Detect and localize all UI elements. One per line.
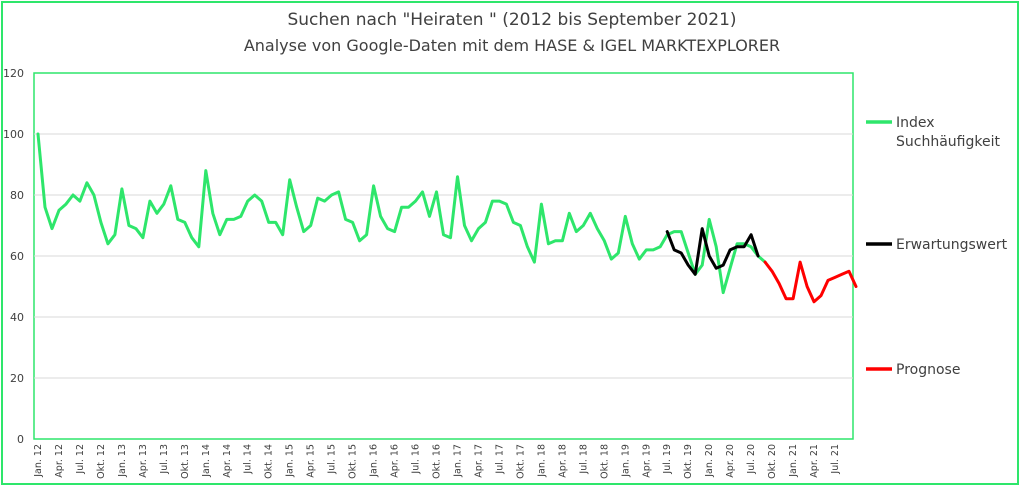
x-tick-label: Jan. 15 xyxy=(285,444,296,478)
x-tick-label: Okt. 19 xyxy=(683,444,694,479)
chart-title: Suchen nach "Heiraten " (2012 bis Septem… xyxy=(287,10,737,30)
gridlines xyxy=(34,133,853,379)
legend-label: Index Suchhäufigkeit xyxy=(896,115,1000,150)
x-tick-label: Okt. 15 xyxy=(348,444,359,479)
y-tick-label: 60 xyxy=(10,250,24,263)
x-tick-label: Apr. 18 xyxy=(557,444,568,478)
x-tick-label: Apr. 21 xyxy=(809,444,820,478)
x-tick-label: Jul. 18 xyxy=(578,444,589,475)
legend-label: Prognose xyxy=(896,362,960,378)
x-tick-label: Jul. 15 xyxy=(327,444,338,475)
x-tick-label: Jan. 16 xyxy=(369,444,380,478)
x-tick-label: Jul. 13 xyxy=(159,444,170,475)
series-lines xyxy=(36,132,858,304)
x-tick-label: Okt. 13 xyxy=(180,444,191,479)
x-tick-label: Jul. 16 xyxy=(411,444,422,475)
x-tick-label: Apr. 19 xyxy=(641,444,652,478)
x-tick-label: Okt. 20 xyxy=(767,444,778,479)
x-tick-label: Okt. 16 xyxy=(432,444,443,479)
x-tick-label: Okt. 17 xyxy=(515,444,526,479)
y-axis-ticks: 0 20 40 60 80 100 120 xyxy=(3,67,24,446)
y-tick-label: 100 xyxy=(3,128,24,141)
legend-label: Erwartungswert xyxy=(896,237,1008,253)
y-tick-label: 0 xyxy=(17,433,24,446)
y-tick-label: 80 xyxy=(10,189,24,202)
x-tick-label: Apr. 13 xyxy=(138,444,149,478)
chart-subtitle: Analyse von Google-Daten mit dem HASE & … xyxy=(243,36,781,55)
y-tick-label: 20 xyxy=(10,372,24,385)
series-line xyxy=(36,132,767,295)
y-tick-label: 120 xyxy=(3,67,24,80)
x-tick-label: Okt. 12 xyxy=(96,444,107,479)
x-tick-label: Apr. 14 xyxy=(222,444,233,478)
x-tick-label: Okt. 14 xyxy=(264,444,275,479)
x-tick-label: Apr. 16 xyxy=(390,444,401,478)
x-tick-label: Apr. 17 xyxy=(473,444,484,478)
x-tick-label: Jul. 17 xyxy=(494,444,505,475)
x-tick-label: Jul. 19 xyxy=(662,444,673,475)
x-tick-label: Okt. 18 xyxy=(599,444,610,479)
y-tick-label: 40 xyxy=(10,311,24,324)
x-tick-label: Jan. 14 xyxy=(201,444,212,478)
series-line xyxy=(665,227,760,276)
x-tick-label: Jan. 19 xyxy=(620,444,631,478)
legend: Index Suchhäufigkeit Erwartungswert Prognos… xyxy=(866,115,1008,378)
x-tick-label: Jan. 18 xyxy=(536,444,547,478)
x-tick-label: Jul. 12 xyxy=(75,444,86,475)
x-tick-label: Jan. 12 xyxy=(33,444,44,478)
x-tick-label: Apr. 15 xyxy=(306,444,317,478)
x-tick-label: Apr. 12 xyxy=(54,444,65,478)
x-tick-label: Jan. 13 xyxy=(117,444,128,478)
x-tick-label: Jul. 20 xyxy=(746,444,757,475)
series-line xyxy=(763,260,858,304)
x-tick-label: Apr. 20 xyxy=(725,444,736,478)
x-axis-ticks: Jan. 12 Apr. 12 Jul. 12 Okt. 12 Jan. 13 Apr. … xyxy=(33,444,841,479)
x-tick-label: Jul. 21 xyxy=(830,444,841,475)
x-tick-label: Jul. 14 xyxy=(243,444,254,475)
x-tick-label: Jan. 20 xyxy=(704,444,715,478)
x-tick-label: Jan. 21 xyxy=(788,444,799,478)
x-tick-label: Jan. 17 xyxy=(452,444,463,478)
